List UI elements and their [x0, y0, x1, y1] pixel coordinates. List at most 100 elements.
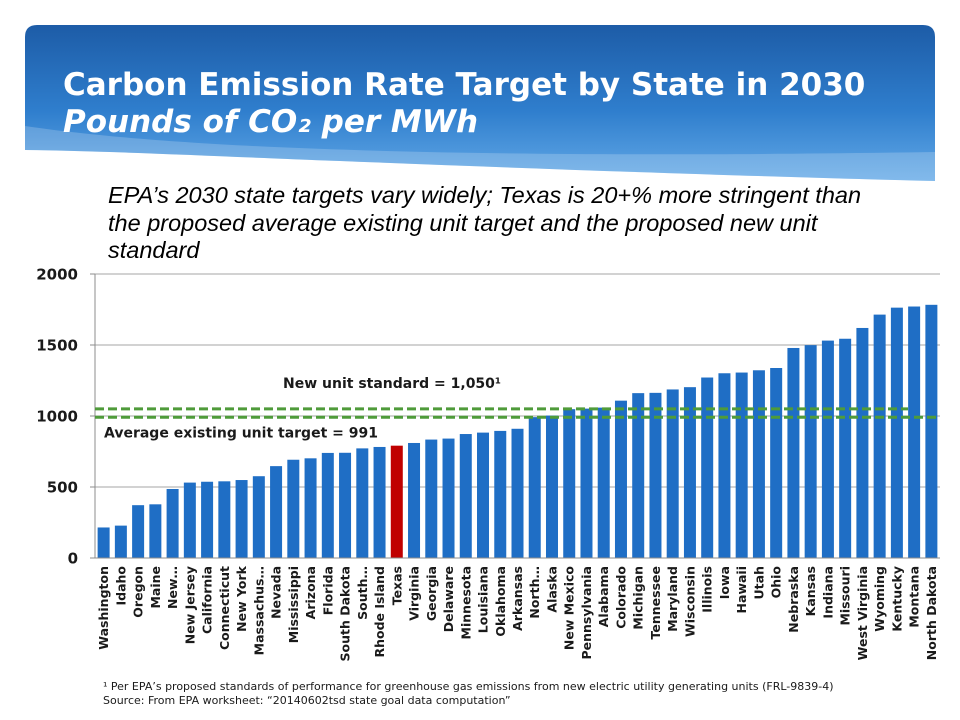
chart-title: Carbon Emission Rate Target by State in …	[63, 67, 866, 103]
x-tick-label-kansas: Kansas	[803, 566, 818, 616]
bar-connecticut	[218, 481, 231, 558]
bar-alabama	[597, 407, 610, 558]
bar-new-mexico	[563, 409, 576, 558]
bar-west-virginia	[856, 327, 869, 558]
x-tick-label-oklahoma: Oklahoma	[493, 566, 508, 637]
slide-title: Carbon Emission Rate Target by State in …	[63, 67, 865, 141]
bar-minnesota	[459, 434, 472, 558]
x-tick-label-minnesota: Minnesota	[458, 566, 473, 639]
bar-illinois	[701, 377, 714, 558]
header-banner	[25, 25, 935, 181]
bar-florida	[321, 452, 334, 558]
x-tick-label-michigan: Michigan	[631, 566, 646, 630]
bar-washington	[97, 527, 110, 558]
bars	[97, 304, 938, 558]
chart-units-subtitle: Pounds of CO₂ per MWh	[63, 104, 479, 140]
bar-arkansas	[511, 428, 524, 558]
x-tick-label-delaware: Delaware	[441, 566, 456, 632]
bar-oregon	[132, 505, 145, 558]
x-tick-label-connecticut: Connecticut	[217, 566, 232, 650]
bar-idaho	[114, 525, 127, 558]
x-tick-label-florida: Florida	[320, 566, 335, 615]
x-tick-label-north-dakota: North Dakota	[924, 566, 939, 660]
y-tick-label-0: 0	[68, 550, 78, 568]
x-tick-label-new: New…	[165, 566, 180, 609]
x-tick-label-arizona: Arizona	[303, 566, 318, 619]
header-banner-shape	[25, 25, 935, 181]
x-tick-label-california: California	[200, 566, 215, 634]
x-tick-label-maryland: Maryland	[665, 566, 680, 632]
bar-kentucky	[890, 307, 903, 558]
bar-south	[356, 448, 369, 558]
x-tick-label-massachus: Massachus…	[251, 566, 266, 655]
commentary-line: standard	[108, 237, 200, 263]
reference-label-average-existing-unit-target: Average existing unit target = 991	[104, 425, 378, 441]
bar-ohio	[770, 368, 783, 558]
bar-maryland	[666, 389, 679, 558]
x-tick-label-wisconsin: Wisconsin	[682, 566, 697, 637]
x-tick-label-rhode-island: Rhode Island	[372, 566, 387, 658]
y-axis-tick-labels: 0 500 1000 1500 2000	[36, 266, 78, 568]
reference-lines: New unit standard = 1,050¹ Average existi…	[95, 376, 940, 441]
bar-maine	[149, 504, 162, 558]
commentary-line: the proposed average existing unit targe…	[108, 209, 818, 236]
bar-virginia	[408, 442, 421, 558]
commentary-text: EPA’s 2030 state targets vary widely; Te…	[108, 182, 861, 265]
x-tick-label-north: North…	[527, 566, 542, 619]
reference-label-new-unit-standard: New unit standard = 1,050¹	[283, 376, 501, 392]
bar-south-dakota	[339, 452, 352, 558]
bar-utah	[752, 370, 765, 558]
bar-nevada	[270, 466, 283, 558]
x-tick-label-maine: Maine	[148, 566, 163, 609]
bar-colorado	[614, 400, 627, 558]
x-tick-label-idaho: Idaho	[113, 566, 128, 606]
bar-delaware	[442, 438, 455, 558]
bar-montana	[908, 306, 921, 558]
x-tick-label-arkansas: Arkansas	[510, 566, 525, 631]
x-tick-label-west-virginia: West Virginia	[855, 566, 870, 660]
bar-massachus	[252, 476, 265, 558]
bar-georgia	[425, 439, 438, 558]
x-tick-label-south: South…	[355, 566, 370, 620]
bar-rhode-island	[373, 446, 386, 558]
x-tick-label-kentucky: Kentucky	[889, 566, 904, 632]
x-tick-label-virginia: Virginia	[407, 566, 422, 621]
bar-oklahoma	[494, 430, 507, 558]
x-tick-label-colorado: Colorado	[613, 566, 628, 629]
x-tick-label-tennessee: Tennessee	[648, 566, 663, 639]
bar-north-dakota	[925, 304, 938, 558]
x-tick-label-illinois: Illinois	[700, 566, 715, 613]
x-tick-label-new-jersey: New Jersey	[182, 566, 197, 644]
x-tick-label-indiana: Indiana	[820, 566, 835, 619]
x-tick-label-nebraska: Nebraska	[786, 566, 801, 633]
bar-pennsylvania	[580, 408, 593, 558]
x-tick-label-nevada: Nevada	[269, 566, 284, 619]
footnotes: ¹ Per EPA’s proposed standards of perfor…	[103, 680, 834, 708]
x-tick-label-ohio: Ohio	[769, 566, 784, 599]
bar-alaska	[545, 415, 558, 558]
x-tick-label-louisiana: Louisiana	[476, 566, 491, 633]
x-tick-label-utah: Utah	[751, 566, 766, 599]
bar-new	[166, 488, 179, 558]
x-tick-label-iowa: Iowa	[717, 566, 732, 599]
x-tick-label-missouri: Missouri	[838, 566, 853, 626]
x-tick-label-alabama: Alabama	[596, 566, 611, 627]
x-tick-label-alaska: Alaska	[544, 566, 559, 613]
x-tick-label-hawaii: Hawaii	[734, 566, 749, 613]
bar-nebraska	[787, 347, 800, 558]
y-tick-label-1000: 1000	[36, 408, 78, 426]
x-tick-label-south-dakota: South Dakota	[338, 566, 353, 662]
bar-north	[528, 417, 541, 558]
bar-michigan	[632, 393, 645, 558]
bar-missouri	[839, 338, 852, 558]
bar-kansas	[804, 345, 817, 558]
bar-california	[201, 481, 214, 558]
bar-hawaii	[735, 372, 748, 558]
x-tick-label-wyoming: Wyoming	[872, 566, 887, 632]
y-tick-label-2000: 2000	[36, 266, 78, 284]
x-tick-label-pennsylvania: Pennsylvania	[579, 566, 594, 660]
commentary-line: EPA’s 2030 state targets vary widely; Te…	[108, 182, 862, 208]
bar-arizona	[304, 458, 317, 558]
bar-new-jersey	[183, 482, 196, 558]
x-tick-label-mississippi: Mississippi	[286, 566, 301, 643]
